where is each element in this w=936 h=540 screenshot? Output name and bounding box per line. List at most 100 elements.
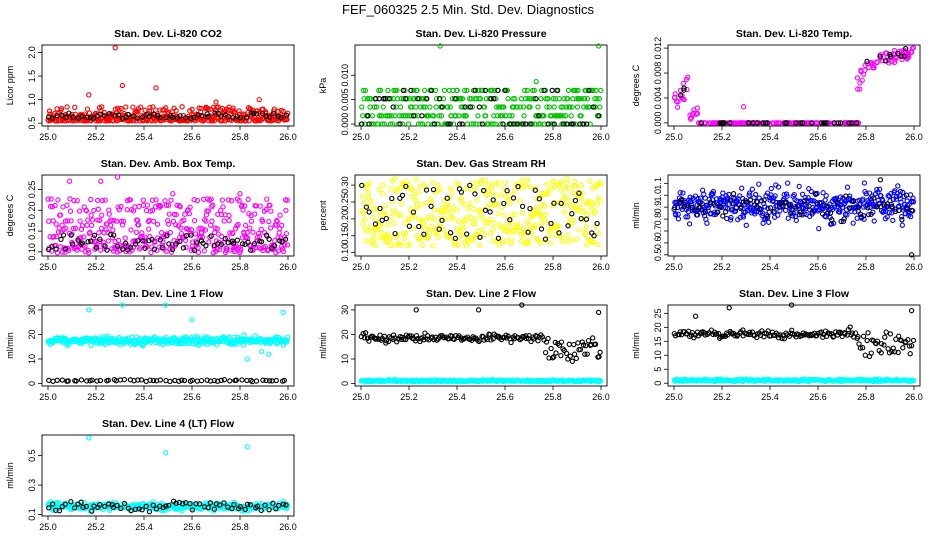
data-point <box>583 87 589 94</box>
data-point <box>107 117 113 124</box>
data-point <box>443 207 450 214</box>
data-point <box>552 113 558 119</box>
data-point <box>413 307 419 313</box>
data-point <box>202 227 209 233</box>
data-point <box>266 351 272 357</box>
data-point <box>557 181 563 188</box>
data-point <box>119 82 126 89</box>
data-point <box>135 377 141 383</box>
x-tick-label: 25.0 <box>665 262 683 272</box>
data-point <box>399 113 405 119</box>
data-point <box>385 222 391 228</box>
data-point <box>371 236 377 243</box>
data-point <box>728 120 735 126</box>
data-point <box>531 87 537 94</box>
data-point <box>239 241 246 247</box>
data-point <box>844 212 850 218</box>
data-point <box>237 115 243 121</box>
data-point <box>273 334 279 340</box>
data-point <box>450 215 456 221</box>
data-point <box>222 236 228 242</box>
data-point <box>536 113 542 119</box>
x-tick-label: 25.8 <box>857 132 875 142</box>
data-point <box>397 241 404 248</box>
data-point <box>569 237 575 243</box>
data-point <box>495 87 501 94</box>
data-point <box>431 216 437 222</box>
data-point <box>180 245 187 251</box>
data-point <box>167 229 174 236</box>
data-point <box>158 203 164 209</box>
y-tick-label: 0.20 <box>27 202 37 220</box>
data-point <box>361 200 367 206</box>
data-point <box>217 246 223 253</box>
data-point <box>262 243 268 250</box>
data-point <box>424 200 430 206</box>
data-point <box>88 222 95 229</box>
x-tick-label: 25.8 <box>544 262 562 272</box>
data-point <box>384 231 390 237</box>
data-point <box>86 110 93 116</box>
data-point <box>438 113 445 119</box>
data-point <box>398 201 405 207</box>
data-point <box>542 236 549 242</box>
data-point <box>565 87 572 94</box>
data-point <box>107 231 114 238</box>
data-point <box>214 226 220 232</box>
data-point <box>584 351 590 357</box>
data-point <box>373 205 380 212</box>
data-point <box>460 104 466 110</box>
data-point <box>376 87 382 94</box>
data-point <box>596 96 603 102</box>
data-point <box>173 222 179 228</box>
data-point <box>359 193 365 199</box>
data-point <box>560 113 566 119</box>
data-point <box>551 354 557 360</box>
data-point <box>726 191 732 198</box>
data-point <box>211 118 218 124</box>
x-tick-label: 25.4 <box>135 132 153 142</box>
data-point <box>360 210 367 217</box>
data-point <box>162 198 168 204</box>
y-axis-label: degrees C <box>631 64 641 106</box>
data-point <box>66 110 72 116</box>
x-tick-label: 25.8 <box>544 392 562 402</box>
data-point <box>380 182 386 188</box>
data-point <box>111 217 117 224</box>
data-point <box>746 190 753 196</box>
data-point <box>170 191 176 197</box>
data-point <box>250 247 256 253</box>
data-point <box>98 247 104 253</box>
data-point <box>594 220 600 227</box>
data-point <box>533 96 539 102</box>
data-point <box>467 182 473 189</box>
data-point <box>490 226 496 232</box>
figure-title: FEF_060325 2.5 Min. Std. Dev. Diagnostic… <box>342 2 594 17</box>
data-point <box>563 113 569 119</box>
data-point <box>475 113 481 119</box>
data-point <box>886 209 892 216</box>
data-point <box>274 218 280 225</box>
data-point <box>477 207 483 213</box>
data-point <box>140 197 146 203</box>
data-point <box>114 174 121 180</box>
data-point <box>484 220 491 227</box>
data-point <box>153 197 159 203</box>
data-point <box>598 378 604 384</box>
data-point <box>455 218 462 225</box>
data-point <box>173 241 179 247</box>
data-point <box>137 118 143 124</box>
data-point <box>595 43 602 49</box>
data-point <box>380 104 386 110</box>
data-point <box>383 338 390 344</box>
data-point <box>689 204 695 211</box>
data-point <box>590 104 596 110</box>
data-point <box>123 104 129 110</box>
data-point <box>844 184 851 190</box>
data-point <box>569 211 575 217</box>
data-point <box>146 113 153 119</box>
data-point <box>140 114 146 120</box>
data-point <box>444 195 450 201</box>
data-point <box>507 200 513 206</box>
